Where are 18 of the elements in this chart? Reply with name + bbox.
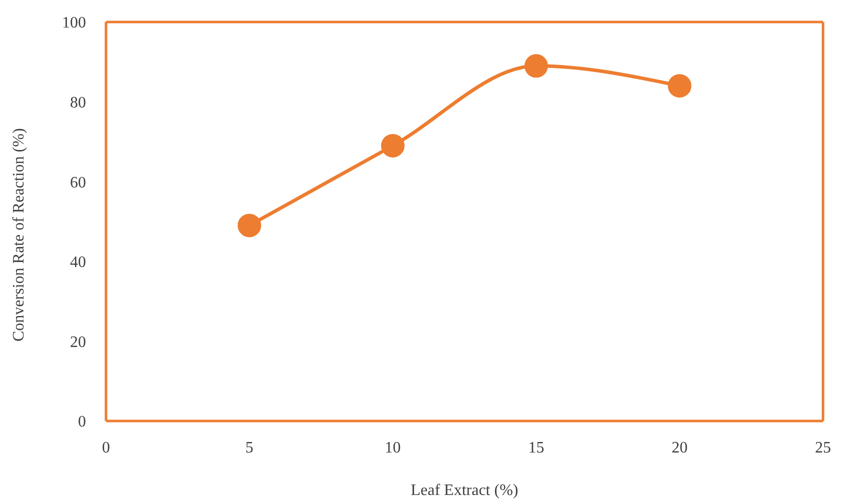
y-axis-title: Conversion Rate of Reaction (%) [10,128,28,342]
point [524,54,548,78]
point [668,74,692,98]
y-tick-label: 20 [70,334,86,351]
x-tick-label: 10 [384,439,401,456]
y-tick-label: 40 [70,254,86,272]
point [381,134,405,158]
x-tick-label: 5 [245,439,254,456]
x-tick-label: 20 [672,439,688,456]
y-tick-label: 60 [70,174,86,192]
y-tick-label: 80 [70,94,86,112]
y-tick-label: 0 [78,414,86,431]
y-tick-label: 100 [62,14,86,32]
x-tick-label: 25 [815,439,831,456]
x-tick-label: 0 [102,439,110,456]
x-tick-label: 15 [528,439,544,456]
point [238,214,262,238]
x-axis-title: Leaf Extract (%) [410,482,518,499]
